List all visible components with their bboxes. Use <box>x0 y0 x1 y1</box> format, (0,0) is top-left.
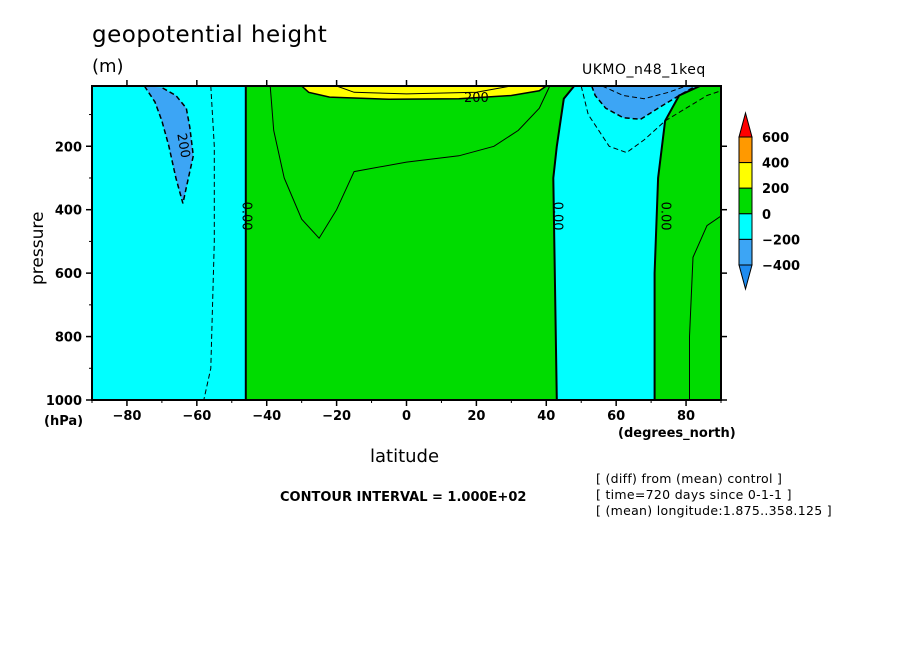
y-tick-label: 400 <box>55 204 82 219</box>
model-name: UKMO_n48_1keq <box>582 62 706 78</box>
meta-line-diff: [ (diff) from (mean) control ] <box>596 471 783 486</box>
colorbar-label: 600 <box>762 131 789 146</box>
x-axis-units: (degrees_north) <box>618 426 736 441</box>
contour-value-label: 200 <box>464 91 489 106</box>
region-fill <box>654 86 721 400</box>
zero-contour <box>552 85 575 401</box>
contour-minus-200 <box>590 85 694 121</box>
y-tick-label: 800 <box>55 331 82 346</box>
y-axis-units: (hPa) <box>44 414 84 429</box>
colorbar-label: 400 <box>762 157 789 172</box>
colorbar-top-arrow <box>738 111 753 138</box>
contour-value-label: 0.00 <box>549 202 564 231</box>
x-tick-label: −20 <box>322 409 351 424</box>
y-tick-label: 200 <box>55 140 82 155</box>
contour-minus-300 <box>601 85 687 100</box>
contour-labels: 200 0.00 200 0.00 0.00 <box>173 91 672 231</box>
x-axis-label: latitude <box>370 446 440 467</box>
x-tick-label: 0 <box>402 409 411 424</box>
filled-contours <box>92 86 721 400</box>
colorbar-label: −400 <box>762 259 800 274</box>
chart-units: (m) <box>92 56 124 77</box>
contour-value-label: 200 <box>173 132 192 159</box>
colorbar-label: 0 <box>762 208 771 223</box>
contour-value-label: 0.00 <box>238 202 253 231</box>
contour-lines <box>143 85 722 401</box>
colorbar-label: 200 <box>762 182 789 197</box>
contour-value-label: 0.00 <box>658 202 673 231</box>
x-tick-label: 80 <box>677 409 695 424</box>
contour-interval-label: CONTOUR INTERVAL = 1.000E+02 <box>280 490 527 505</box>
x-tick-label: −60 <box>182 409 211 424</box>
colorbar: 600 400 200 0 −200 −400 <box>738 111 800 291</box>
contour-300 <box>336 85 512 95</box>
x-tick-label: 40 <box>537 409 555 424</box>
x-tick-label: −40 <box>252 409 281 424</box>
contour-100 <box>689 215 722 400</box>
colorbar-swatch <box>738 136 753 164</box>
colorbar-bottom-arrow <box>738 264 753 291</box>
region-fill <box>245 86 575 400</box>
region-fill <box>591 86 700 120</box>
colorbar-swatch <box>738 187 753 215</box>
contour-minus-200 <box>143 85 195 204</box>
colorbar-swatch <box>738 238 753 266</box>
x-tick-label: 20 <box>467 409 485 424</box>
x-tick-label: −80 <box>112 409 141 424</box>
meta-line-time: [ time=720 days since 0-1-1 ] <box>596 487 792 502</box>
contour-minus-100 <box>580 85 722 154</box>
colorbar-swatch <box>738 213 753 240</box>
contour-minus-100 <box>203 85 215 401</box>
contour-100 <box>269 85 551 240</box>
axis-ticks: −80 −60 −40 −20 0 20 40 60 80 200 400 600 800 1000 <box>46 80 727 424</box>
y-tick-label: 600 <box>55 267 82 282</box>
colorbar-label: −200 <box>762 233 800 248</box>
meta-line-longitude: [ (mean) longitude:1.875..358.125 ] <box>596 503 832 518</box>
y-tick-label: 1000 <box>46 394 82 409</box>
x-tick-label: 60 <box>607 409 625 424</box>
chart-title: geopotential height <box>92 22 328 48</box>
region-fill <box>301 86 547 100</box>
colorbar-swatch <box>738 162 753 189</box>
contour-200 <box>301 85 547 101</box>
